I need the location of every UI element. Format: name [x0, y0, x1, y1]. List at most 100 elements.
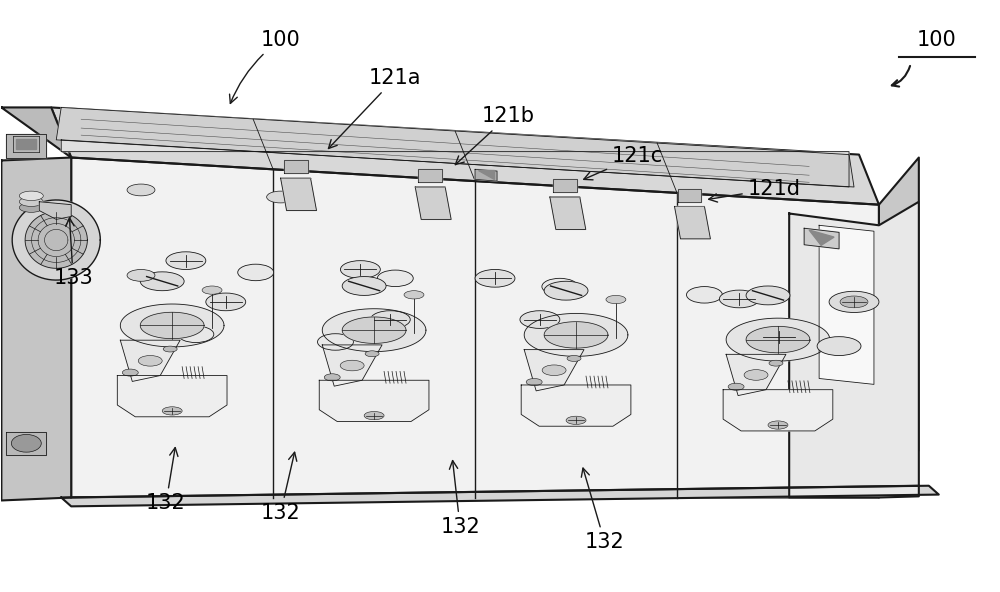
Polygon shape: [726, 355, 786, 395]
Ellipse shape: [365, 351, 379, 357]
Polygon shape: [415, 187, 451, 220]
Polygon shape: [521, 385, 631, 426]
Ellipse shape: [567, 356, 581, 361]
Polygon shape: [322, 309, 426, 352]
Polygon shape: [120, 340, 180, 381]
Ellipse shape: [238, 264, 274, 281]
Ellipse shape: [162, 407, 182, 415]
Text: 100: 100: [917, 30, 957, 50]
Ellipse shape: [178, 326, 214, 343]
Ellipse shape: [759, 329, 799, 346]
Ellipse shape: [542, 365, 566, 375]
Polygon shape: [550, 197, 586, 230]
Polygon shape: [342, 317, 406, 343]
Polygon shape: [524, 350, 584, 391]
Ellipse shape: [202, 286, 222, 294]
Ellipse shape: [318, 334, 353, 350]
Ellipse shape: [342, 276, 386, 295]
Ellipse shape: [744, 369, 768, 380]
Polygon shape: [61, 485, 939, 506]
Text: 132: 132: [146, 448, 186, 513]
Ellipse shape: [19, 203, 43, 213]
Polygon shape: [723, 390, 833, 431]
Ellipse shape: [817, 337, 861, 356]
Ellipse shape: [542, 278, 578, 295]
Ellipse shape: [127, 269, 155, 281]
Polygon shape: [117, 375, 227, 417]
Text: 132: 132: [581, 468, 625, 552]
Ellipse shape: [404, 291, 424, 299]
Polygon shape: [819, 226, 874, 384]
Polygon shape: [281, 178, 317, 211]
Polygon shape: [675, 207, 710, 239]
Polygon shape: [71, 157, 879, 497]
Ellipse shape: [340, 260, 380, 278]
Polygon shape: [322, 345, 382, 386]
Polygon shape: [6, 134, 46, 157]
Ellipse shape: [163, 346, 177, 352]
Ellipse shape: [769, 360, 783, 366]
Polygon shape: [6, 432, 46, 455]
Polygon shape: [140, 312, 204, 339]
Polygon shape: [544, 321, 608, 348]
Polygon shape: [553, 179, 577, 192]
Polygon shape: [319, 380, 429, 422]
Ellipse shape: [840, 296, 868, 308]
Ellipse shape: [19, 197, 43, 207]
Text: 132: 132: [261, 452, 300, 523]
Ellipse shape: [166, 252, 206, 269]
Ellipse shape: [324, 374, 340, 381]
Text: 132: 132: [440, 461, 480, 537]
Text: 121c: 121c: [584, 146, 663, 180]
Ellipse shape: [768, 421, 788, 429]
Polygon shape: [51, 108, 879, 205]
Polygon shape: [789, 202, 919, 497]
Polygon shape: [678, 189, 701, 202]
Polygon shape: [478, 170, 494, 179]
Ellipse shape: [11, 435, 41, 452]
Polygon shape: [1, 157, 71, 500]
Ellipse shape: [606, 295, 626, 304]
Text: 133: 133: [53, 218, 93, 288]
Ellipse shape: [122, 369, 138, 376]
Ellipse shape: [719, 290, 759, 308]
Ellipse shape: [370, 311, 410, 329]
Ellipse shape: [19, 191, 43, 201]
Polygon shape: [524, 313, 628, 356]
Polygon shape: [804, 229, 839, 249]
Polygon shape: [418, 169, 442, 182]
Ellipse shape: [206, 293, 246, 311]
Polygon shape: [0, 108, 71, 157]
Ellipse shape: [364, 411, 384, 420]
Ellipse shape: [340, 360, 364, 371]
Ellipse shape: [138, 356, 162, 366]
FancyArrowPatch shape: [892, 66, 910, 86]
Ellipse shape: [686, 287, 722, 303]
Polygon shape: [39, 202, 71, 220]
Text: 121b: 121b: [455, 107, 534, 165]
Ellipse shape: [140, 272, 184, 291]
Ellipse shape: [544, 281, 588, 300]
Polygon shape: [284, 160, 308, 173]
Polygon shape: [809, 230, 834, 245]
Polygon shape: [16, 139, 36, 149]
Ellipse shape: [520, 311, 560, 329]
Polygon shape: [12, 200, 100, 280]
Polygon shape: [25, 212, 87, 268]
Polygon shape: [475, 169, 497, 181]
Polygon shape: [120, 304, 224, 347]
Polygon shape: [726, 318, 830, 361]
Ellipse shape: [475, 269, 515, 287]
Ellipse shape: [746, 286, 790, 305]
Text: 100: 100: [230, 30, 300, 104]
Ellipse shape: [526, 378, 542, 385]
Ellipse shape: [566, 416, 586, 424]
Polygon shape: [56, 108, 854, 187]
Ellipse shape: [127, 184, 155, 196]
Polygon shape: [746, 326, 810, 353]
Polygon shape: [61, 140, 849, 187]
Ellipse shape: [267, 191, 295, 203]
Text: 121d: 121d: [709, 179, 801, 202]
Text: 121a: 121a: [328, 68, 422, 149]
Ellipse shape: [377, 270, 413, 287]
